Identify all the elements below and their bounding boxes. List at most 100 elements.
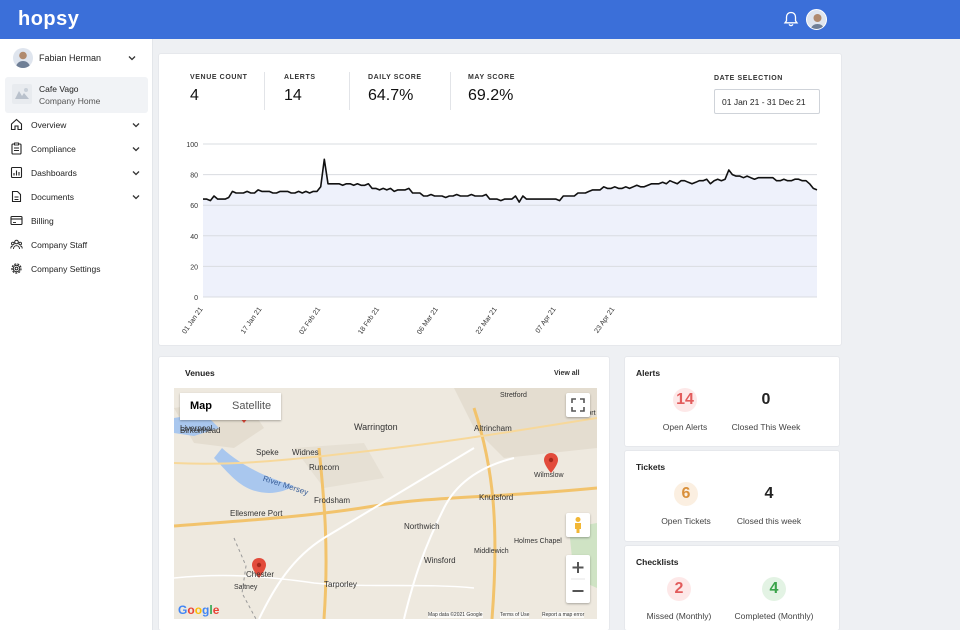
y-tick-label: 60 (190, 203, 198, 210)
nav-item-company-staff[interactable]: Company Staff (0, 234, 153, 256)
nav-item-overview[interactable]: Overview (0, 114, 153, 136)
map-place: Warrington (354, 422, 398, 432)
nav-item-dashboards[interactable]: Dashboards (0, 162, 153, 184)
chevron-down-icon[interactable] (131, 144, 141, 154)
nav-label: Dashboards (31, 168, 77, 178)
map-report-link[interactable]: Report a map error (542, 612, 585, 618)
bell-icon[interactable] (783, 11, 799, 28)
x-tick-label: 22 Mar 21 (475, 306, 499, 334)
chevron-down-icon[interactable] (131, 168, 141, 178)
open-tickets-metric[interactable]: 6 Open Tickets (641, 482, 731, 526)
venues-map[interactable]: Liverpool Birkenhead Warrington Altrinch… (174, 388, 597, 619)
pegman-icon (575, 517, 581, 533)
y-tick-label: 0 (194, 295, 198, 302)
map-place: Tarporley (324, 580, 357, 589)
stat-value: 64.7% (368, 87, 414, 104)
open-tickets-label: Open Tickets (661, 516, 711, 526)
map-place: Northwich (404, 522, 440, 531)
nav-item-documents[interactable]: Documents (0, 186, 153, 208)
missed-checklists-metric[interactable]: 2 Missed (Monthly) (634, 577, 724, 621)
closed-alerts-metric[interactable]: 0 Closed This Week (721, 388, 811, 432)
map-tab-satellite[interactable]: Satellite (232, 400, 272, 412)
chevron-down-icon[interactable] (131, 120, 141, 130)
gear-icon (11, 263, 22, 274)
missed-checklists-label: Missed (Monthly) (646, 611, 712, 621)
user-avatar[interactable] (806, 9, 827, 30)
fullscreen-button[interactable] (566, 393, 590, 417)
user-menu[interactable]: Fabian Herman (0, 39, 153, 77)
map-place: Birkenhead (180, 426, 221, 435)
closed-tickets-label: Closed this week (736, 516, 802, 526)
map-place: Widnes (292, 448, 319, 457)
completed-checklists-label: Completed (Monthly) (734, 611, 814, 621)
hopsy-logo[interactable]: hopsy (18, 8, 80, 30)
nav-label: Compliance (31, 144, 76, 154)
closed-tickets-value: 4 (764, 485, 774, 502)
tickets-card: Tickets 6 Open Tickets 4 Closed this wee… (625, 451, 839, 541)
stat-alerts: ALERTS 14 (284, 74, 316, 105)
open-alerts-metric[interactable]: 14 Open Alerts (640, 388, 730, 432)
nav-label: Documents (31, 192, 74, 202)
chart-area-fill (203, 159, 817, 297)
x-tick-label: 18 Feb 21 (357, 306, 381, 334)
stat-label: DAILY SCORE (368, 74, 422, 81)
x-tick-label: 07 Apr 21 (535, 306, 558, 334)
y-tick-label: 100 (186, 142, 198, 149)
chevron-down-icon[interactable] (127, 53, 137, 63)
date-range-input[interactable]: 01 Jan 21 - 31 Dec 21 (714, 89, 820, 114)
x-tick-label: 06 Mar 21 (416, 306, 440, 334)
nav-label: Company Settings (31, 264, 101, 274)
y-tick-label: 40 (190, 234, 198, 241)
stat-daily-score: DAILY SCORE 64.7% (368, 74, 422, 105)
home-icon (10, 118, 23, 131)
alerts-title: Alerts (636, 368, 661, 378)
x-tick-label: 01 Jan 21 (181, 306, 204, 334)
closed-alerts-label: Closed This Week (731, 422, 801, 432)
map-tab-map[interactable]: Map (190, 400, 212, 412)
stat-label: MAY SCORE (468, 74, 516, 81)
venues-card: Venues View all (159, 357, 609, 630)
completed-checklists-metric[interactable]: 4 Completed (Monthly) (729, 577, 819, 621)
map-pin-icon (252, 558, 266, 578)
map-place: Saltney (234, 584, 258, 591)
open-alerts-label: Open Alerts (662, 422, 708, 432)
nav-item-compliance[interactable]: Compliance (0, 138, 153, 160)
map-type-tabs: Map Satellite (180, 393, 282, 420)
chevron-down-icon[interactable] (131, 192, 141, 202)
stat-value: 14 (284, 87, 302, 104)
top-bar: hopsy (0, 0, 960, 39)
map-terms-link[interactable]: Terms of Use (500, 612, 530, 618)
x-tick-label: 17 Jan 21 (240, 306, 263, 334)
open-alerts-value: 14 (673, 388, 697, 412)
map-place: Winsford (424, 556, 456, 565)
tickets-title: Tickets (636, 462, 666, 472)
closed-alerts-value: 0 (761, 391, 771, 408)
divider (264, 72, 265, 110)
venue-subtitle: Company Home (39, 96, 101, 106)
zoom-in-icon[interactable] (572, 562, 584, 573)
stat-venue-count: VENUE COUNT 4 (190, 74, 248, 105)
series-line (203, 158, 818, 203)
google-logo: Google (178, 603, 220, 617)
x-tick-label: 02 Feb 21 (298, 306, 322, 334)
view-all-link[interactable]: View all (554, 370, 580, 377)
nav-item-company-settings[interactable]: Company Settings (0, 258, 153, 280)
missed-checklists-value: 2 (667, 577, 691, 601)
venue-switcher[interactable]: Cafe Vago Company Home (5, 77, 148, 113)
nav-item-billing[interactable]: Billing (0, 210, 153, 232)
stat-may-score: MAY SCORE 69.2% (468, 74, 515, 105)
venue-logo (12, 84, 32, 104)
alerts-card: Alerts 14 Open Alerts 0 Closed This Week (625, 357, 839, 446)
y-tick-label: 80 (190, 173, 198, 180)
nav-label: Company Staff (31, 240, 88, 250)
map-data-credit: Map data ©2021 Google (428, 612, 483, 618)
score-overview-card: VENUE COUNT 4 ALERTS 14 DAILY SCORE 64.7… (159, 54, 841, 345)
map-place: Holmes Chapel (514, 538, 562, 545)
closed-tickets-metric[interactable]: 4 Closed this week (724, 482, 814, 526)
street-view-button[interactable] (566, 513, 590, 537)
daily-score-line-chart: 0 20 40 60 80 100 01 Jan 21 17 Jan 21 02 Feb 21 1… (181, 142, 818, 334)
venue-name: Cafe Vago (39, 84, 79, 94)
sidebar: Fabian Herman Cafe Vago Company Home Ove… (0, 39, 153, 630)
nav-label: Overview (31, 120, 67, 130)
y-tick-label: 20 (190, 264, 198, 271)
